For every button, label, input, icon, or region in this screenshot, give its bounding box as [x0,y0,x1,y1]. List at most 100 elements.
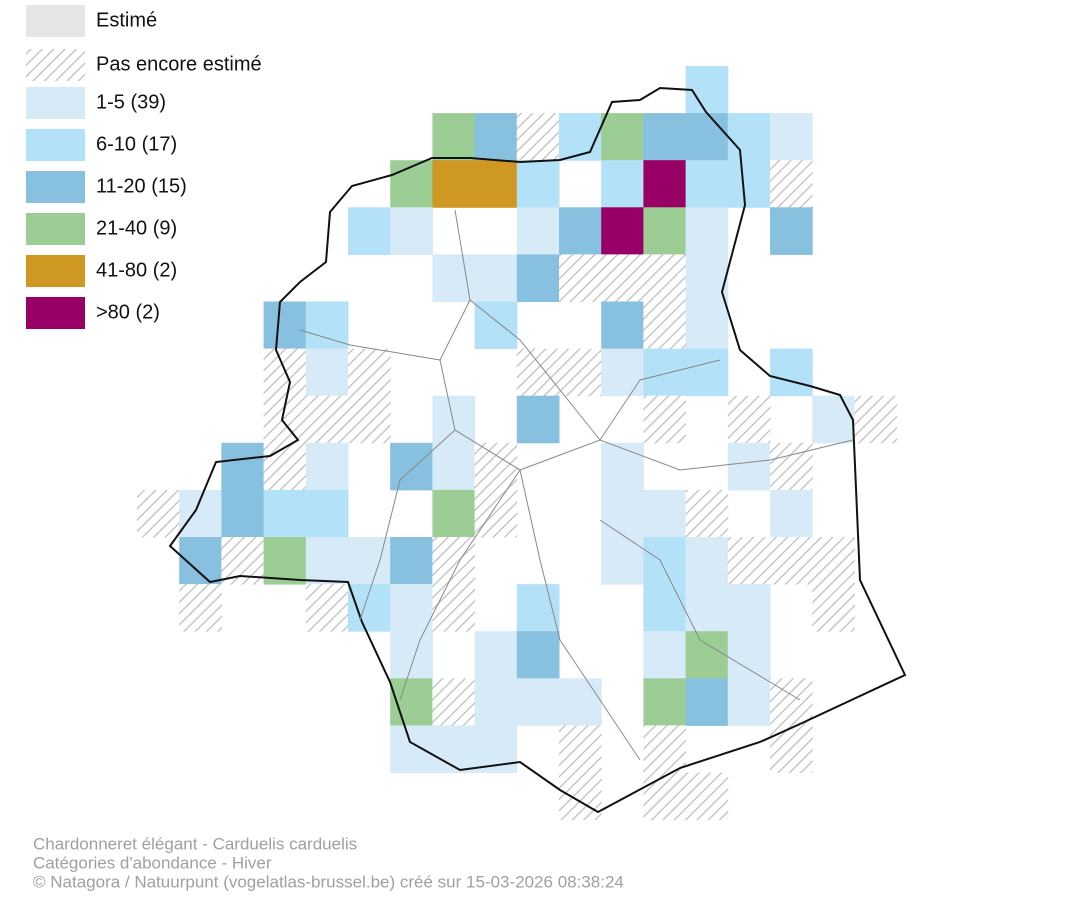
grid-cell [516,631,560,679]
grid-cell [601,113,644,161]
grid-cell [559,254,602,302]
legend-label: 1-5 (39) [96,91,166,113]
grid-cell [685,678,729,726]
legend-swatch [26,171,85,203]
grid-cell [770,160,813,208]
grid-cell [305,395,349,444]
legend-swatch [26,49,85,81]
grid-cell [432,113,476,161]
grid-cell [770,537,813,585]
grid-cell [305,584,349,632]
grid-cell [643,584,687,632]
grid-cell [770,489,813,538]
grid-cell [474,631,518,679]
grid-cell [390,442,433,491]
grid-cell [559,678,602,726]
legend-swatch [26,87,85,119]
grid-cell [474,254,518,302]
grid-cell [305,348,349,397]
grid-cell [770,442,813,491]
grid-cell [601,489,644,538]
grid-cell [685,584,729,632]
grid-cell [643,678,687,726]
legend-label: 21-40 (9) [96,217,177,239]
grid-cell [432,442,476,491]
grid-cell [390,207,433,255]
grid-cell [854,395,898,444]
grid-cell [516,395,560,444]
grid-cell [516,678,560,726]
grid-cell [305,489,349,538]
grid-cell [727,678,771,726]
grid-cell [727,537,771,585]
grid-cell [643,772,687,821]
grid-cell [643,254,687,302]
grid-cell [432,254,476,302]
grid-cell [643,537,687,585]
grid-cell [812,395,855,444]
grid-cell [601,442,644,491]
grid-cell [727,442,771,491]
grid-cell [137,489,180,538]
grid-cell [643,489,687,538]
grid-cell [305,537,349,585]
grid-cell [643,301,687,350]
grid-cell [727,395,771,444]
grid-cell [221,442,265,491]
grid-cell [305,442,349,491]
grid-cell [432,678,476,726]
grid-cell [643,395,687,444]
grid-cell [601,348,644,397]
grid-cell [221,489,265,538]
grid-cell [516,348,560,397]
grid-cell [559,207,602,255]
grid-cell [685,537,729,585]
legend-swatch [26,255,85,287]
grid-cell [559,113,602,161]
grid-cell [263,442,307,491]
grid-cell [685,207,729,255]
grid-cell [263,489,307,538]
legend-label: Estimé [96,9,157,31]
grid-cell [727,113,771,161]
grid-cell [812,584,855,632]
grid-cell [516,584,560,632]
grid-cell [474,678,518,726]
grid-cell [390,584,433,632]
grid-cell [348,207,391,255]
legend-swatch [26,129,85,161]
grid-cell [643,348,687,397]
footer-line: © Natagora / Natuurpunt (vogelatlas-brus… [33,872,624,891]
grid-cell [643,631,687,679]
legend-label: 41-80 (2) [96,259,177,281]
legend-swatch [26,297,85,329]
grid-cell [601,254,644,302]
grid-cell [685,301,729,350]
legend-label: 6-10 (17) [96,133,177,155]
grid-cell [390,537,433,585]
grid-cell [770,348,813,397]
grid-cell [432,725,476,773]
grid-cell [601,207,644,255]
grid-cell [432,160,476,208]
legend-swatch [26,213,85,245]
grid-cell [770,207,813,255]
grid-cell [516,254,560,302]
grid-cell [516,113,560,161]
grid-cell [812,537,855,585]
legend-label: >80 (2) [96,301,160,323]
grid-cell [601,301,644,350]
footer-line: Chardonneret élégant - Carduelis carduel… [33,834,357,853]
grid-cell [727,584,771,632]
grid-cell [474,160,518,208]
grid-cell [727,160,771,208]
grid-cell [643,725,687,773]
grid-cell [432,537,476,585]
grid-cell [474,442,518,491]
grid-cell [643,207,687,255]
grid-cell [601,537,644,585]
grid-cell [559,725,602,773]
grid-cell [770,113,813,161]
grid-cell [685,348,729,397]
